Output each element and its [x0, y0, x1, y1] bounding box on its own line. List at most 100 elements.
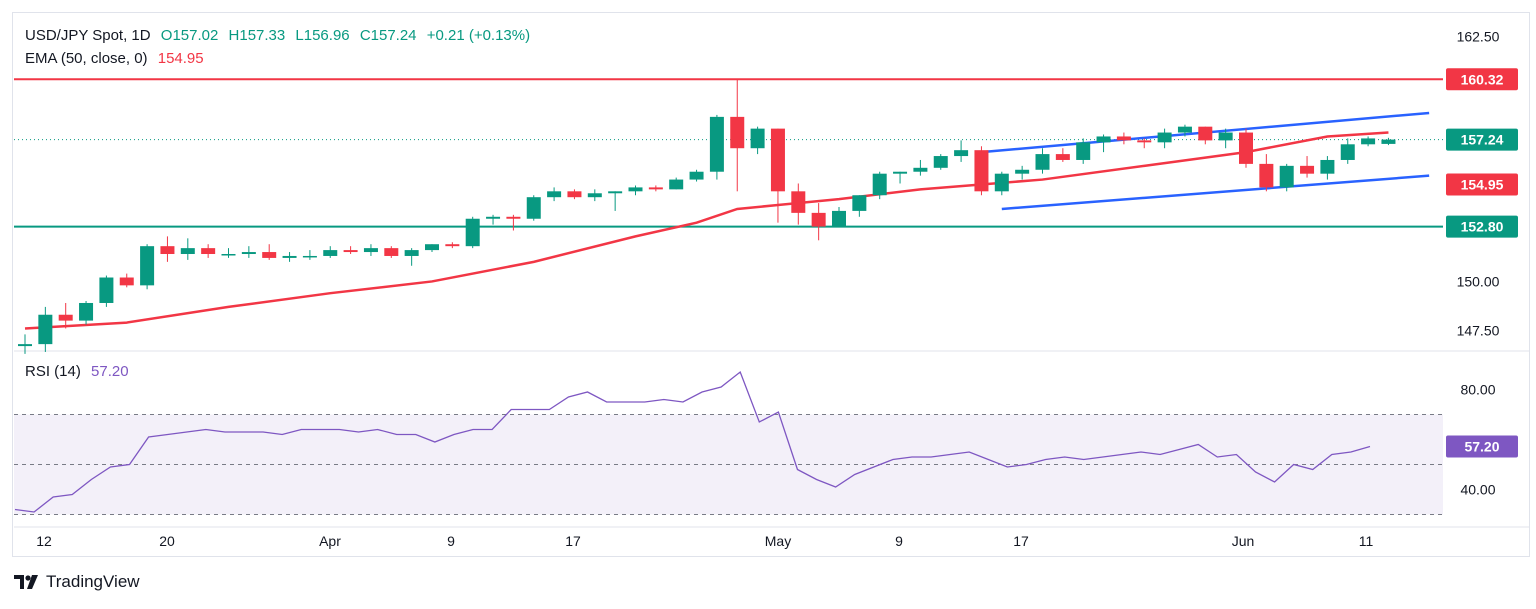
- candle-body: [404, 250, 419, 256]
- candle: [770, 128, 785, 223]
- candle: [1239, 128, 1253, 168]
- candle: [730, 79, 745, 192]
- candle-body: [1381, 139, 1396, 144]
- price-tag: 154.95: [1446, 173, 1518, 196]
- ema-label[interactable]: EMA (50, close, 0): [25, 50, 148, 67]
- candle: [547, 187, 562, 202]
- price-axis-label: 147.50: [1457, 322, 1500, 338]
- candle: [832, 206, 846, 227]
- candle-body: [1177, 126, 1192, 133]
- candle-body: [384, 248, 399, 256]
- time-axis-label: 9: [895, 533, 903, 549]
- candle-body: [1361, 138, 1376, 145]
- price-tag-text: 157.24: [1461, 132, 1504, 148]
- time-axis-label: Jun: [1232, 533, 1255, 549]
- time-axis-label: 17: [1013, 533, 1029, 549]
- candle: [954, 140, 969, 162]
- candle-body: [486, 216, 501, 219]
- candle-body: [241, 252, 256, 255]
- candle: [18, 334, 32, 354]
- price-axis[interactable]: 162.50 150.00 147.50 80.00 40.00: [1457, 29, 1500, 498]
- rsi-tag-bg: [1446, 435, 1518, 458]
- candle: [140, 244, 155, 290]
- ema50-line: [24, 131, 1389, 330]
- candle-body: [1076, 142, 1091, 160]
- candle: [486, 214, 501, 225]
- candle-body: [1218, 132, 1233, 141]
- candle-body: [954, 150, 969, 157]
- candle-body: [99, 277, 114, 303]
- candle: [1279, 163, 1294, 192]
- candle-body: [608, 191, 623, 194]
- price-tag: 160.32: [1446, 68, 1518, 91]
- candle: [323, 246, 338, 258]
- brand-logo[interactable]: TradingView: [14, 572, 140, 592]
- candle: [1300, 156, 1315, 178]
- candle-body: [221, 254, 236, 256]
- time-axis-label: Apr: [319, 533, 341, 549]
- price-tag-bg: [1446, 128, 1518, 151]
- candle-body: [547, 191, 562, 198]
- time-axis[interactable]: 12 20 Apr 9 17 May 9 17 Jun 11: [36, 533, 1373, 549]
- candle: [262, 244, 277, 260]
- rsi-tag-text: 57.20: [1464, 439, 1499, 455]
- ohlc-header: USD/JPY Spot, 1D O157.02 H157.33 L156.96…: [25, 27, 536, 44]
- candle: [302, 250, 317, 260]
- candle: [79, 301, 94, 325]
- candle: [1137, 138, 1152, 149]
- rsi-line: [14, 370, 1371, 513]
- candle: [363, 244, 378, 256]
- candle: [872, 171, 887, 200]
- price-tag: 152.80: [1446, 215, 1518, 238]
- price-tag-bg: [1446, 68, 1518, 91]
- candle: [425, 244, 439, 253]
- brand-name: TradingView: [46, 572, 140, 591]
- candle-body: [1055, 154, 1070, 160]
- candle: [99, 275, 114, 307]
- candle: [506, 214, 521, 231]
- price-tag-text: 154.95: [1461, 176, 1504, 192]
- candle: [1198, 126, 1213, 145]
- candle-body: [1116, 136, 1131, 141]
- change-value: +0.21 (+0.13%): [426, 27, 531, 44]
- price-axis-label: 150.00: [1457, 273, 1500, 289]
- price-axis-label: 162.50: [1457, 29, 1500, 45]
- candle-body: [750, 128, 765, 149]
- rsi-tag: 57.20: [1446, 435, 1518, 458]
- candle: [567, 189, 582, 200]
- candle: [974, 146, 989, 196]
- time-axis-label: 9: [447, 533, 455, 549]
- candle-body: [282, 255, 297, 258]
- candle: [221, 248, 236, 258]
- symbol-title[interactable]: USD/JPY Spot, 1D: [25, 27, 151, 44]
- candle: [669, 177, 684, 190]
- rsi-value: 57.20: [91, 363, 129, 380]
- candle: [750, 126, 765, 155]
- candle-body: [648, 187, 663, 190]
- candle: [1177, 124, 1192, 137]
- candle: [58, 302, 73, 329]
- candles: [18, 79, 1396, 354]
- price-tag-text: 160.32: [1461, 71, 1504, 87]
- rsi-label[interactable]: RSI (14): [25, 363, 81, 380]
- candle: [1116, 132, 1131, 145]
- candle: [1076, 138, 1091, 164]
- candle-body: [180, 248, 195, 255]
- candle: [160, 236, 175, 262]
- candle: [893, 171, 908, 184]
- candle: [689, 169, 704, 182]
- candle: [241, 246, 256, 258]
- horizontal-levels[interactable]: [14, 78, 1443, 228]
- channel-lower-line: [1001, 174, 1430, 211]
- candle: [791, 183, 806, 225]
- candle-body: [1259, 163, 1274, 188]
- candle: [1320, 156, 1335, 180]
- candle-body: [669, 179, 684, 190]
- price-tag-text: 152.80: [1461, 219, 1504, 235]
- candle-body: [323, 250, 338, 256]
- rsi-band: [14, 414, 1443, 515]
- candle: [1381, 137, 1396, 146]
- candle: [1055, 148, 1070, 162]
- candle-body: [506, 216, 521, 219]
